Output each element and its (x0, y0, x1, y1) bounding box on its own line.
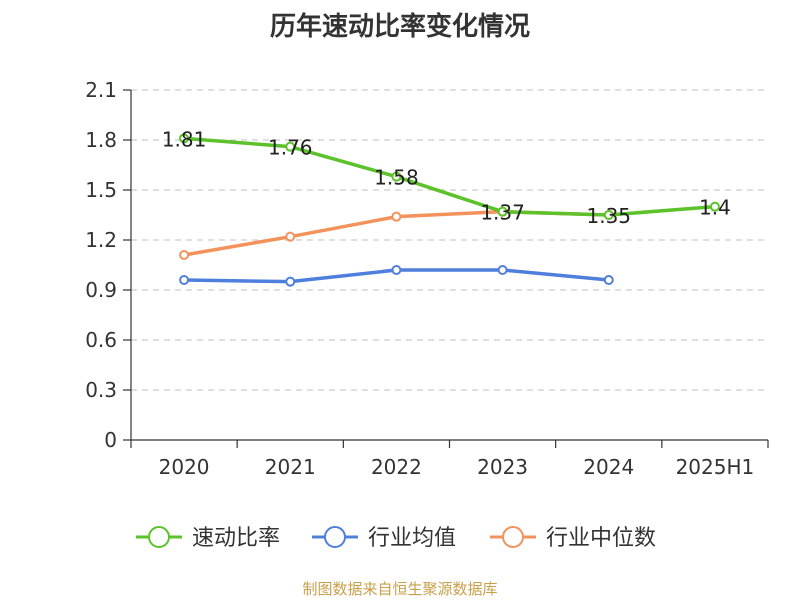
data-point[interactable] (285, 231, 296, 242)
x-tick-label: 2023 (477, 455, 528, 479)
grid-lines (131, 89, 768, 391)
data-point[interactable] (603, 210, 614, 220)
data-point[interactable] (179, 250, 190, 260)
axes: 0 0.3 0.6 0.9 1.2 1.5 1.8 2.1 2020 2021 2022 2023 20… (85, 78, 769, 479)
source-note: 制图数据来自恒生聚源数据库 (302, 580, 498, 598)
legend-label[interactable]: 速动比率 (192, 526, 280, 551)
y-tick-label: 0.6 (85, 328, 117, 352)
data-label: 1.58 (374, 166, 419, 190)
data-point[interactable] (285, 276, 296, 287)
y-tick-label: 0.9 (85, 278, 117, 302)
x-tick-label: 2024 (583, 455, 634, 479)
legend[interactable]: 速动比率 行业均值 行业中位数 (136, 526, 656, 551)
series-line (183, 136, 716, 217)
y-tick-label: 1.2 (85, 228, 117, 252)
data-point[interactable] (179, 275, 190, 285)
data-label: 1.37 (480, 201, 525, 225)
x-tick-label: 2022 (371, 455, 422, 479)
legend-swatch-marker (148, 526, 170, 548)
data-point[interactable] (391, 211, 402, 222)
chart-title: 历年速动比率变化情况 (269, 12, 530, 42)
y-tick-label: 1.5 (85, 178, 117, 202)
y-tick-label: 1.8 (85, 128, 117, 152)
legend-swatch-marker (324, 526, 346, 548)
legend-label[interactable]: 行业中位数 (546, 526, 656, 551)
legend-swatch-marker (502, 526, 524, 548)
data-point[interactable] (603, 275, 614, 285)
data-point[interactable] (391, 171, 402, 182)
legend-label[interactable]: 行业均值 (368, 526, 456, 551)
x-tick-label: 2025H1 (676, 455, 755, 479)
data-point[interactable] (497, 206, 508, 217)
data-point[interactable] (497, 265, 508, 275)
data-label: 1.35 (586, 204, 631, 228)
data-point[interactable] (391, 265, 402, 275)
series-layer (179, 133, 720, 287)
y-tick-label: 0.3 (85, 378, 117, 402)
data-label: 1.4 (699, 196, 731, 220)
data-labels: 1.81 1.76 1.58 1.37 1.35 1.4 (162, 127, 731, 228)
data-label: 1.81 (162, 127, 207, 151)
x-tick-label: 2020 (159, 455, 210, 479)
data-label: 1.76 (268, 136, 313, 160)
data-point[interactable] (285, 141, 296, 152)
x-tick-label: 2021 (265, 455, 316, 479)
y-tick-label: 0 (104, 428, 117, 452)
data-point[interactable] (179, 133, 190, 144)
y-tick-label: 2.1 (85, 78, 117, 102)
data-point[interactable] (709, 201, 720, 212)
